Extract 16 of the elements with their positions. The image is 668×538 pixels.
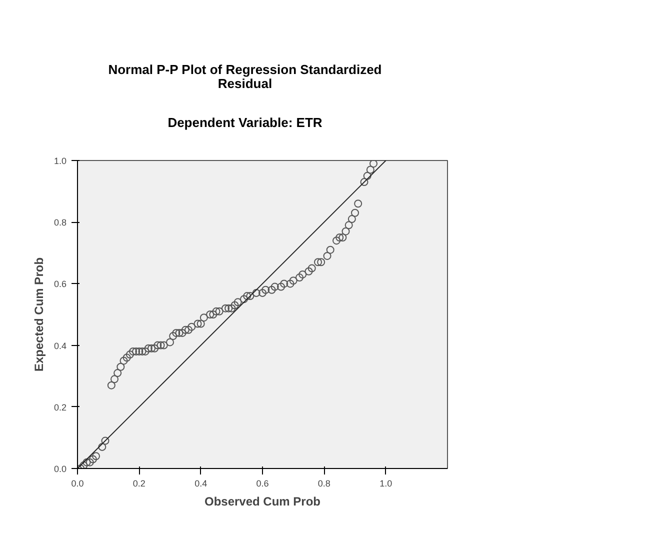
x-axis-title: Observed Cum Prob [204,494,321,508]
y-tick-label: 0.0 [54,464,67,474]
y-tick-label: 0.8 [54,218,67,228]
y-tick-label: 0.6 [54,279,67,290]
x-tick-label: 0.6 [256,478,269,488]
subtitle: Dependent Variable: ETR [166,116,324,130]
y-tick-label: 0.4 [54,340,67,351]
y-tick-label: 1.0 [54,156,67,166]
x-tick-label: 0.4 [194,478,208,488]
y-axis-title: Expected Cum Prob [32,257,46,372]
x-tick-label: 0.8 [318,478,330,488]
y-tick-label: 0.2 [54,402,67,412]
x-tick-label: 0.0 [71,478,84,488]
x-tick-label: 0.2 [132,478,146,488]
x-tick-label: 1.0 [380,478,392,488]
title: Normal P-P Plot of Regression Standardized Residual [108,63,382,92]
